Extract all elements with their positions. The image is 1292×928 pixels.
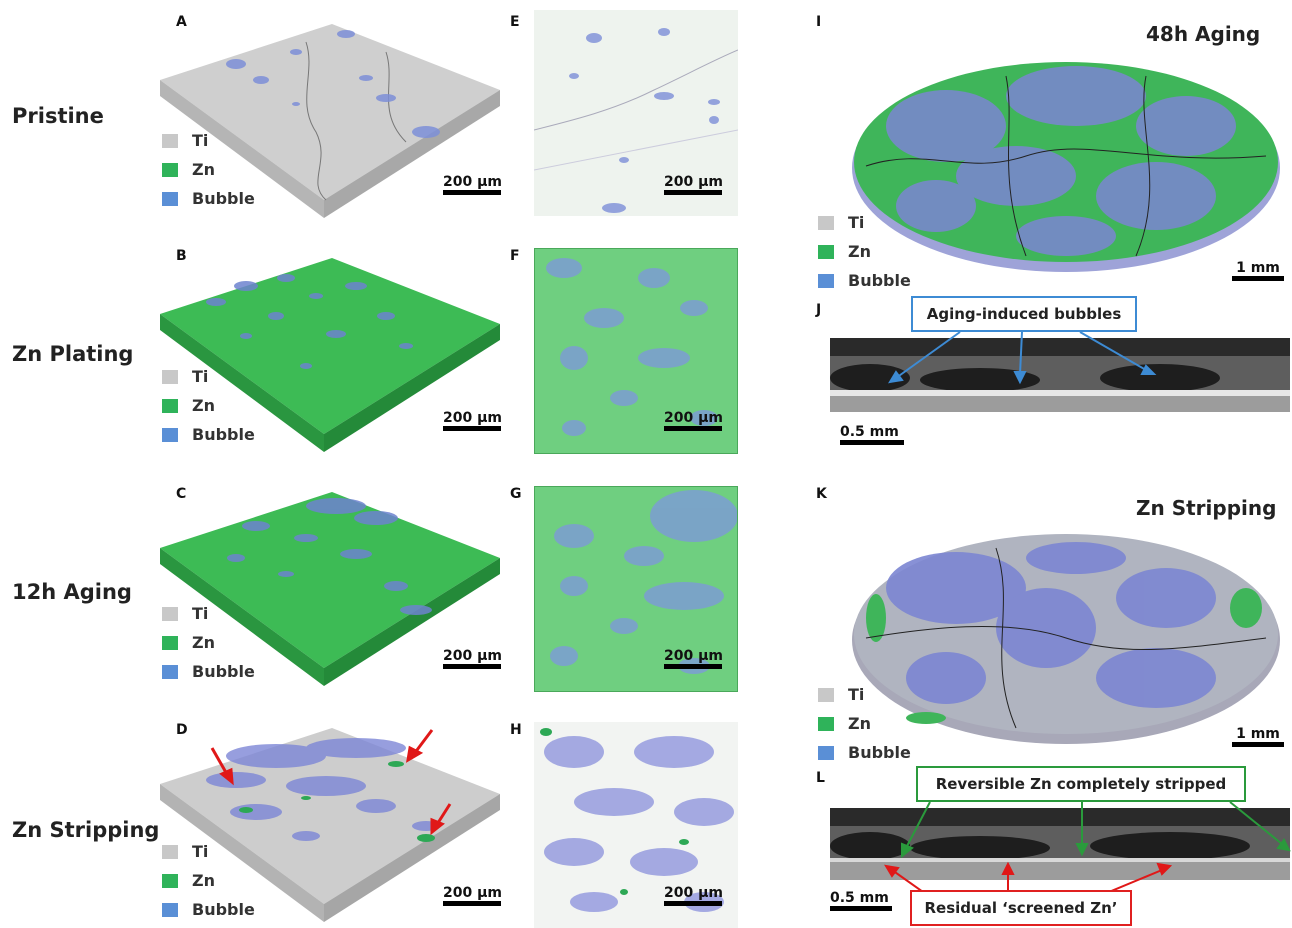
panel-i-disk-render — [852, 62, 1280, 272]
legend-c: Ti Zn Bubble — [162, 603, 255, 690]
panel-letter-i: I — [816, 14, 822, 30]
scale-bar-g: 200 µm — [664, 648, 723, 669]
panel-letter-k: K — [816, 486, 827, 502]
callout-reversible-zn: Reversible Zn completely stripped — [916, 766, 1246, 802]
panel-c-3d-render — [160, 492, 500, 686]
scale-bar-i: 1 mm — [1232, 260, 1284, 281]
panel-letter-d: D — [176, 722, 188, 738]
panel-b-3d-render — [160, 258, 500, 452]
panel-letter-j: J — [816, 302, 822, 318]
legend-k: Ti Zn Bubble — [818, 684, 911, 771]
callout-residual-screened-zn: Residual ‘screened Zn’ — [910, 890, 1132, 926]
row-label-12h-aging: 12h Aging — [12, 580, 132, 604]
panel-letter-a: A — [176, 14, 187, 30]
callout-arrows-green — [901, 801, 1291, 859]
scale-bar-d: 200 µm — [443, 885, 502, 906]
title-zn-stripping: Zn Stripping — [1136, 496, 1277, 520]
legend-b: Ti Zn Bubble — [162, 366, 255, 453]
scale-bar-f: 200 µm — [664, 410, 723, 431]
scale-bar-c: 200 µm — [443, 648, 502, 669]
scale-bar-k: 1 mm — [1232, 726, 1284, 747]
scale-bar-j: 0.5 mm — [840, 424, 904, 445]
panel-e-top-view — [534, 10, 738, 216]
row-label-pristine: Pristine — [12, 104, 104, 128]
panel-letter-e: E — [510, 14, 520, 30]
scale-bar-h: 200 µm — [664, 885, 723, 906]
scale-bar-a: 200 µm — [443, 174, 502, 195]
panel-l-cross-section — [830, 808, 1290, 880]
panel-a-3d-render — [160, 24, 500, 218]
callout-aging-induced-bubbles: Aging-induced bubbles — [911, 296, 1137, 332]
panel-letter-b: B — [176, 248, 187, 264]
panel-g-top-view — [534, 486, 738, 692]
scale-bar-b: 200 µm — [443, 410, 502, 431]
panel-h-top-view — [534, 722, 738, 928]
scale-bar-e: 200 µm — [664, 174, 723, 195]
panel-j-cross-section — [830, 338, 1290, 412]
panel-d-3d-render — [160, 728, 500, 922]
row-label-zn-plating: Zn Plating — [12, 342, 134, 366]
legend-i: Ti Zn Bubble — [818, 212, 911, 299]
panel-letter-h: H — [510, 722, 522, 738]
panel-f-top-view — [534, 248, 738, 454]
row-label-zn-stripping: Zn Stripping — [12, 818, 160, 842]
panel-letter-f: F — [510, 248, 520, 264]
callout-arrows-blue — [888, 331, 1157, 385]
legend-a: Ti Zn Bubble — [162, 130, 255, 217]
legend-d: Ti Zn Bubble — [162, 841, 255, 928]
panel-letter-l: L — [816, 770, 825, 786]
panel-letter-g: G — [510, 486, 522, 502]
title-48h-aging: 48h Aging — [1146, 22, 1261, 46]
scale-bar-l: 0.5 mm — [830, 890, 892, 911]
panel-k-disk-render — [852, 534, 1280, 744]
panel-letter-c: C — [176, 486, 187, 502]
